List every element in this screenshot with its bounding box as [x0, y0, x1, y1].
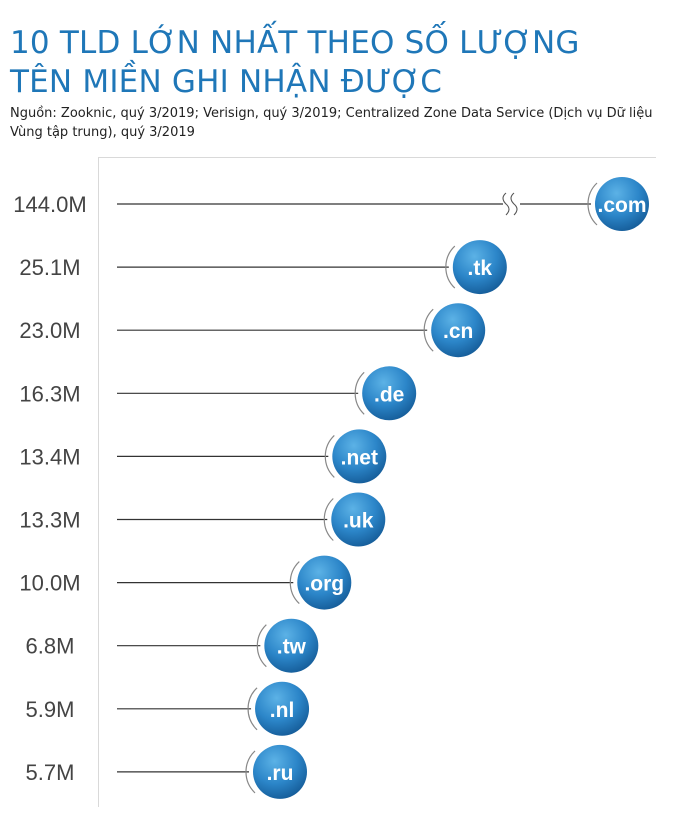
- tld-row-org: 10.0M .org: [19, 555, 352, 610]
- tld-label-com: .com: [597, 194, 646, 217]
- bubble-shadow-de: [354, 371, 365, 415]
- tld-row-net: 13.4M .net: [19, 429, 387, 484]
- value-label-tk: 25.1M: [19, 255, 80, 280]
- bubble-shadow-ru: [245, 750, 256, 794]
- value-label-ru: 5.7M: [26, 760, 75, 785]
- tld-label-nl: .nl: [270, 699, 295, 722]
- title-line-1: 10 TLD LỚN NHẤT THEO SỐ LƯỢNG: [10, 25, 580, 61]
- tld-row-de: 16.3M .de: [19, 366, 417, 421]
- value-label-de: 16.3M: [19, 381, 80, 406]
- bubble-shadow-cn: [423, 308, 434, 352]
- value-label-com: 144.0M: [13, 192, 86, 217]
- top-divider: [98, 157, 656, 158]
- tld-label-org: .org: [304, 573, 344, 596]
- bubble-shadow-nl: [247, 687, 258, 731]
- source-note: Nguồn: Zooknic, quý 3/2019; Verisign, qu…: [10, 106, 653, 140]
- tld-row-nl: 5.9M .nl: [26, 681, 310, 736]
- tld-bubble-nl: [255, 681, 310, 736]
- value-label-net: 13.4M: [19, 444, 80, 469]
- value-label-uk: 13.3M: [19, 508, 80, 533]
- tld-label-de: .de: [374, 383, 404, 406]
- left-axis-line: [98, 157, 99, 807]
- tld-bubble-net: [332, 429, 387, 484]
- tld-bubble-com: [595, 177, 649, 231]
- tld-bubble-cn: [431, 303, 486, 358]
- tld-label-net: .net: [341, 446, 378, 469]
- bubble-shadow-tk: [445, 245, 456, 289]
- tld-label-tk: .tk: [468, 257, 493, 280]
- tld-bubble-org: [297, 555, 352, 610]
- tld-row-ru: 5.7M .ru: [26, 744, 307, 799]
- tld-bubble-tk: [452, 240, 507, 295]
- value-label-nl: 5.9M: [26, 697, 75, 722]
- tld-bubble-de: [362, 366, 417, 421]
- tld-bubble-tw: [264, 618, 319, 673]
- tld-label-tw: .tw: [277, 636, 307, 659]
- axis-break-right: [510, 192, 518, 216]
- tld-row-cn: 23.0M .cn: [19, 303, 486, 358]
- axis-break-left: [502, 192, 510, 216]
- bubble-shadow-uk: [323, 498, 334, 541]
- value-label-cn: 23.0M: [19, 318, 80, 343]
- tld-row-uk: 13.3M .uk: [19, 492, 386, 547]
- tld-bubble-uk: [331, 492, 386, 547]
- bubble-shadow-tw: [256, 624, 267, 668]
- bubble-shadow-org: [289, 561, 300, 605]
- tld-row-tk: 25.1M .tk: [19, 240, 507, 295]
- tld-row-com: 144.0M .com: [13, 177, 649, 231]
- title-line-2: TÊN MIỀN GHI NHẬN ĐƯỢC: [10, 64, 443, 100]
- tld-label-cn: .cn: [443, 320, 473, 343]
- tld-row-tw: 6.8M .tw: [26, 618, 319, 673]
- bubble-shadow-net: [324, 434, 335, 478]
- tld-label-ru: .ru: [267, 762, 294, 785]
- tld-label-uk: .uk: [343, 510, 374, 533]
- value-label-tw: 6.8M: [26, 634, 75, 659]
- tld-bubble-ru: [253, 744, 307, 799]
- bubble-shadow-com: [587, 182, 598, 226]
- value-label-org: 10.0M: [19, 571, 80, 596]
- chart-title: 10 TLD LỚN NHẤT THEO SỐ LƯỢNG TÊN MIỀN G…: [10, 24, 670, 102]
